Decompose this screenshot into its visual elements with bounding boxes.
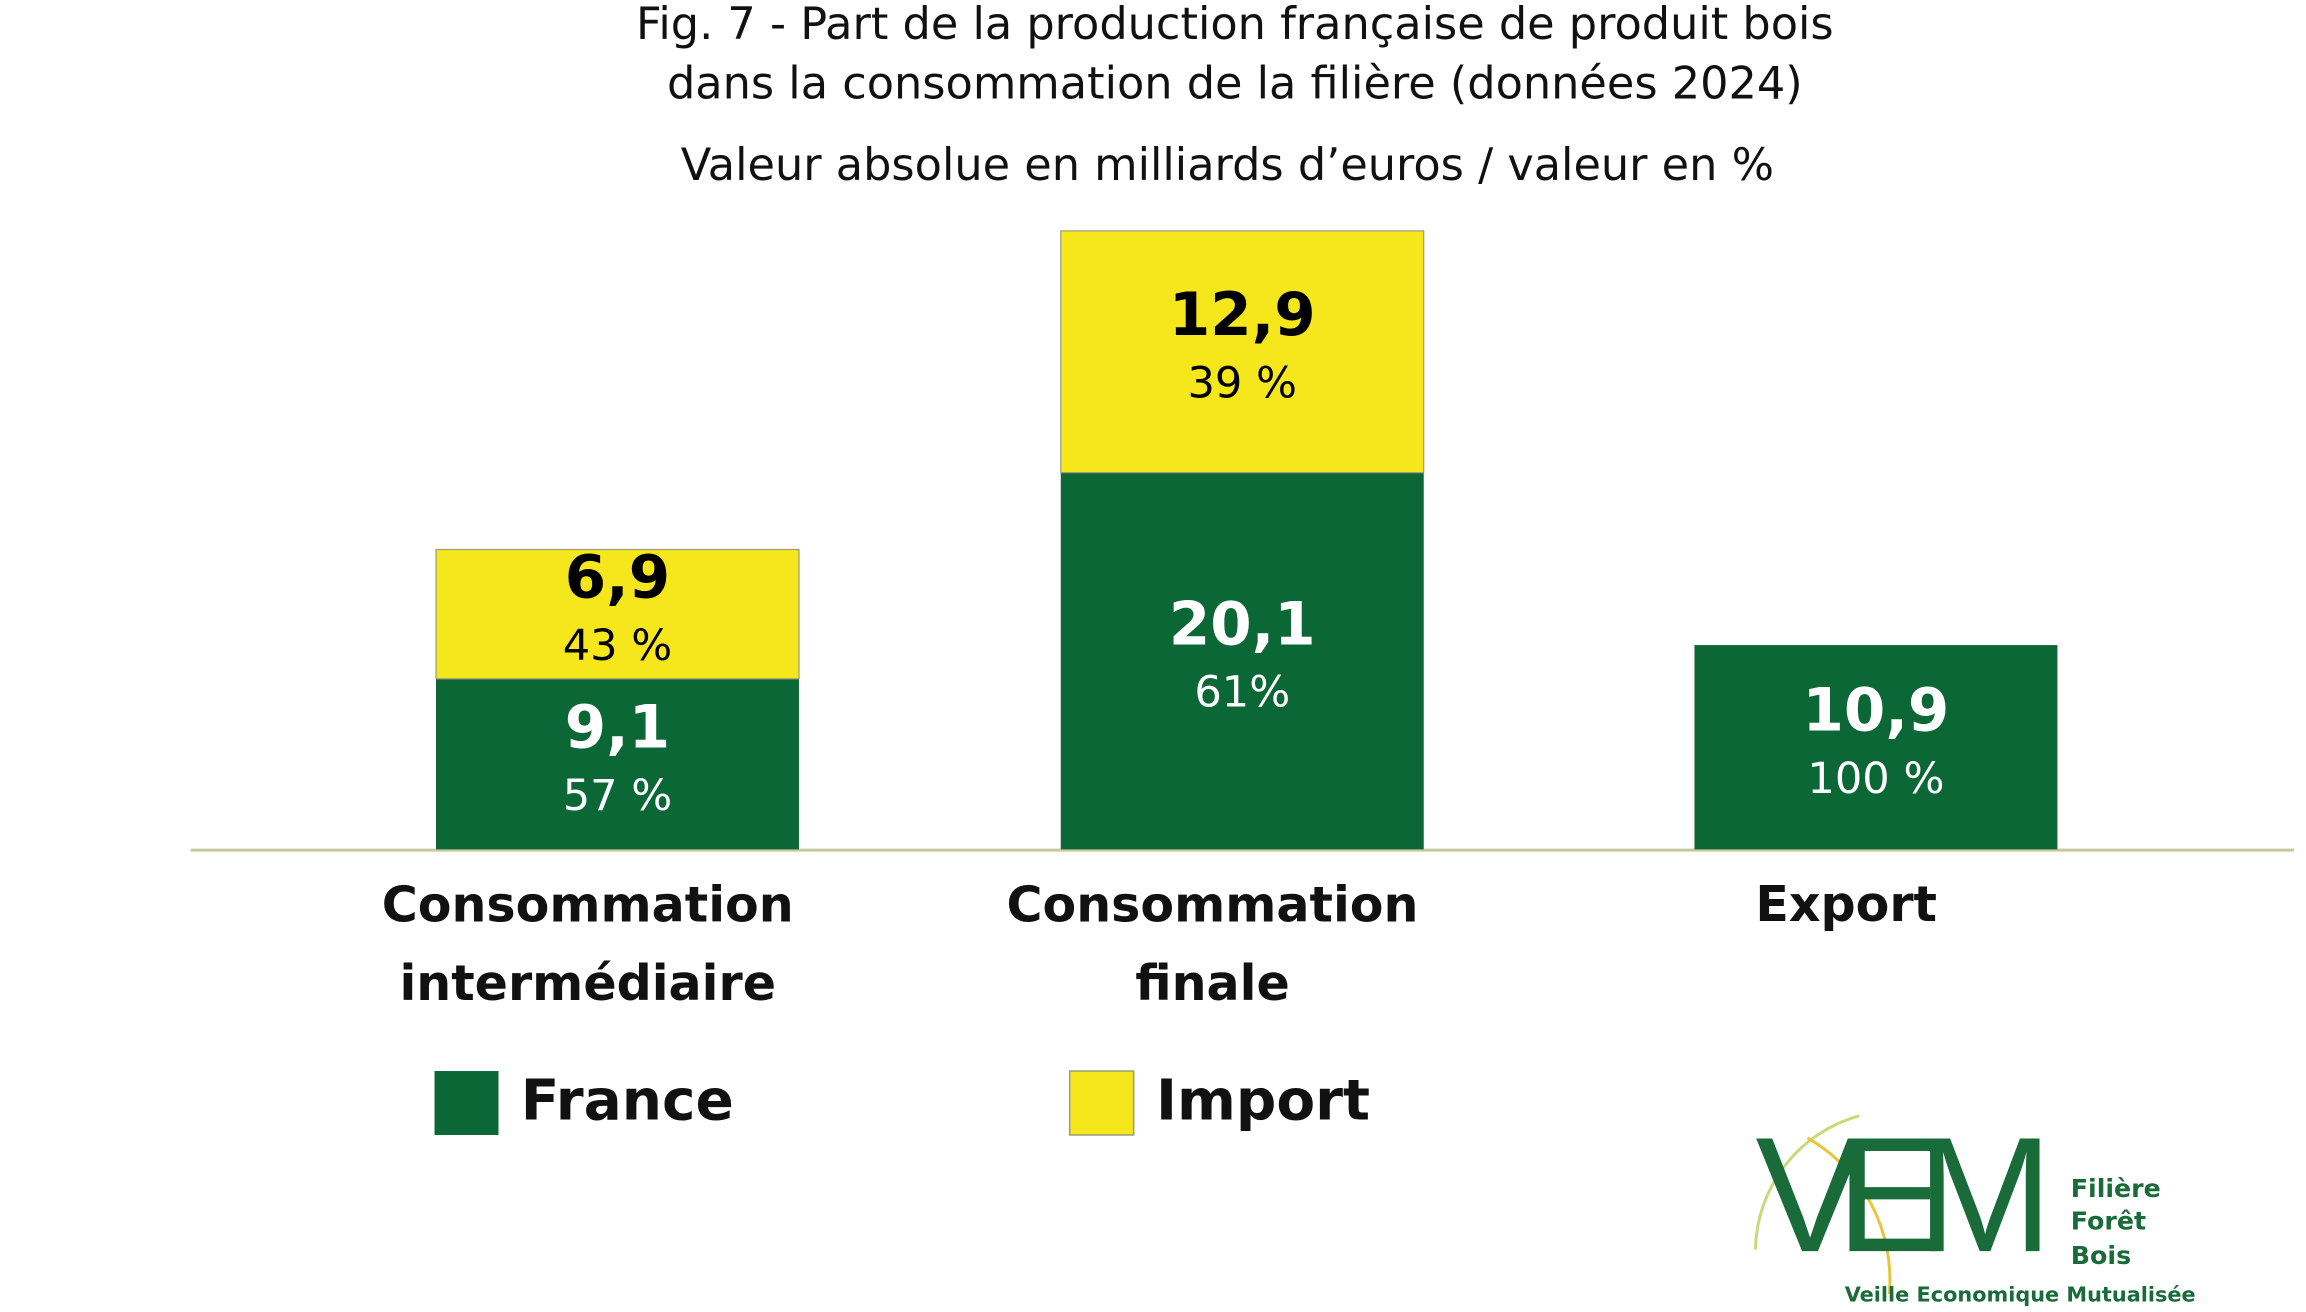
value-label: 6,9: [565, 544, 670, 613]
chart-subtitle: Valeur absolue en milliards d’euros / va…: [681, 139, 1774, 191]
logo-line: Forêt: [2071, 1207, 2146, 1236]
share-label: 39 %: [1187, 358, 1297, 408]
share-label: 61%: [1194, 668, 1290, 718]
chart-title: dans la consommation de la filière (donn…: [667, 57, 1803, 109]
x-tick-label: Consommation finale: [1007, 875, 1419, 1012]
x-tick-label-line: finale: [1135, 954, 1290, 1012]
logo-acronym: VEM: [1755, 1103, 2053, 1286]
legend-label: Import: [1156, 1068, 1370, 1133]
logo-tagline: Veille Economique Mutualisée: [1845, 1283, 2196, 1307]
bar-segment: [436, 678, 799, 850]
bar-segment: [1060, 230, 1425, 474]
logo: VEM Filière Forêt Bois Veille Economique…: [1753, 1103, 2196, 1307]
share-label: 57 %: [563, 771, 673, 821]
bar-segment: [1694, 645, 2058, 850]
logo-arc: [1806, 1136, 1892, 1295]
legend-swatch: [434, 1071, 499, 1135]
bar-segment: [435, 548, 800, 680]
legend-swatch: [1068, 1070, 1135, 1136]
x-tick-label: Consommation intermédiaire: [382, 875, 794, 1012]
value-label: 20,1: [1169, 590, 1316, 659]
bar-segment: [1060, 472, 1424, 850]
x-tick-label-line: intermédiaire: [399, 954, 776, 1012]
logo-arc: [1753, 1114, 1860, 1250]
x-tick-label-line: Consommation: [1007, 875, 1419, 933]
legend-label: France: [521, 1068, 734, 1133]
share-label: 100 %: [1807, 754, 1944, 804]
x-tick-label-line: Consommation: [382, 875, 794, 933]
value-label: 10,9: [1803, 677, 1950, 746]
value-label: 12,9: [1169, 281, 1316, 350]
logo-line: Bois: [2071, 1241, 2131, 1270]
share-label: 43 %: [563, 621, 673, 671]
logo-line: Filière: [2071, 1174, 2161, 1203]
x-tick-label: Export: [1755, 875, 1937, 933]
value-label: 9,1: [565, 693, 670, 762]
chart-title: Fig. 7 - Part de la production française…: [636, 0, 1834, 50]
